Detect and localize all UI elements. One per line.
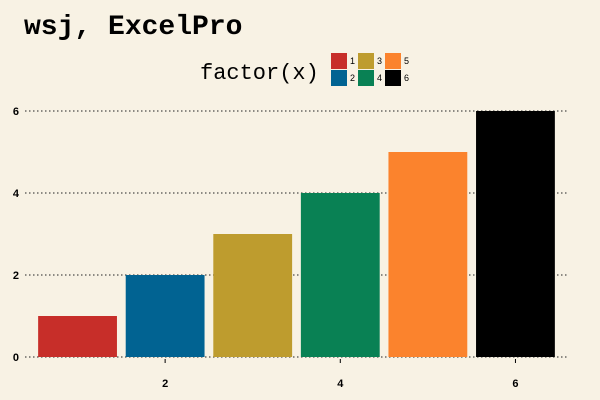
y-tick-label-2: 2 [13, 270, 19, 282]
bar-6 [476, 111, 555, 357]
bar-5 [388, 152, 468, 357]
bars [38, 111, 555, 357]
legend-key-5 [385, 53, 401, 69]
legend-key-1 [331, 53, 347, 69]
y-tick-label-4: 4 [13, 188, 20, 200]
x-axis: 2 4 6 [162, 359, 519, 390]
legend-key-2 [331, 70, 347, 86]
legend-label-5: 5 [404, 56, 409, 66]
legend: factor(x) 1 2 3 4 5 6 [200, 53, 409, 86]
y-tick-label-6: 6 [13, 106, 19, 118]
bar-3 [213, 234, 293, 357]
x-tick-label-6: 6 [512, 378, 518, 390]
x-tick-label-2: 2 [162, 378, 168, 390]
bar-2 [125, 275, 205, 357]
legend-label-4: 4 [377, 73, 382, 83]
legend-label-6: 6 [404, 73, 409, 83]
legend-label-2: 2 [350, 73, 355, 83]
legend-key-3 [358, 53, 374, 69]
legend-key-6 [385, 70, 401, 86]
bar-1 [38, 316, 117, 357]
bar-4 [300, 193, 380, 357]
chart-title: wsj, ExcelPro [24, 12, 242, 43]
x-tick-label-4: 4 [337, 378, 344, 390]
y-axis: 0 2 4 6 [13, 106, 20, 364]
legend-label-3: 3 [377, 56, 382, 66]
y-tick-label-0: 0 [13, 352, 19, 364]
legend-title: factor(x) [200, 61, 319, 86]
legend-key-4 [358, 70, 374, 86]
legend-label-1: 1 [350, 56, 355, 66]
